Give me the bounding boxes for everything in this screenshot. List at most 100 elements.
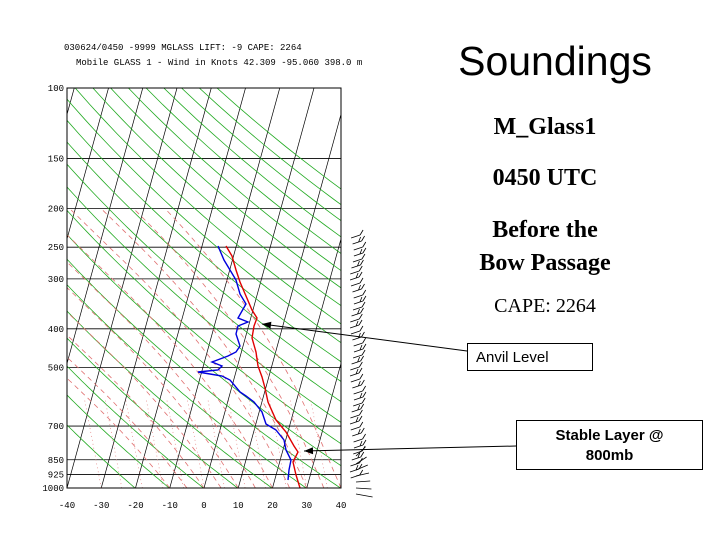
event-line1: Before the <box>492 217 598 243</box>
pressure-tick-label: 500 <box>48 364 64 374</box>
dry-adiabat-line <box>67 163 341 403</box>
moist-adiabat-line <box>67 234 273 488</box>
wind-barb <box>353 289 367 299</box>
page-title: Soundings <box>458 38 652 84</box>
temperature-tick-label: -10 <box>162 501 178 511</box>
sounding-profiles <box>197 245 301 488</box>
stable-layer-line2: 800mb <box>585 447 634 464</box>
temperature-tick-label: 20 <box>267 501 278 511</box>
stable-layer-line1: Stable Layer @ <box>555 427 664 444</box>
pressure-tick-label: 925 <box>48 470 64 480</box>
temperature-tick-label: 0 <box>201 501 206 511</box>
wind-barb <box>355 480 371 483</box>
wind-barb <box>355 456 367 465</box>
wind-barb <box>352 427 365 437</box>
dry-adiabat-line <box>127 88 341 272</box>
dry-adiabat-line <box>67 186 341 423</box>
moist-adiabat-line <box>67 311 222 488</box>
wind-barb <box>350 277 364 287</box>
isotherm-line <box>0 88 6 488</box>
wind-barb <box>355 472 370 477</box>
wind-barb <box>349 319 363 329</box>
cape-value: CAPE: 2264 <box>494 295 596 317</box>
dry-adiabat-line <box>67 365 205 488</box>
wind-barb <box>353 433 366 443</box>
wind-barb <box>350 421 364 431</box>
isotherm-line <box>135 88 246 488</box>
sounding-header-line2: Mobile GLASS 1 - Wind in Knots 42.309 -9… <box>76 58 362 68</box>
event-description: Before the Bow Passage <box>440 214 650 280</box>
moist-adiabat-line <box>67 356 188 488</box>
wind-barb <box>349 415 363 425</box>
wind-barb <box>352 379 365 389</box>
wind-barb <box>352 283 365 293</box>
wind-barb <box>351 451 365 461</box>
wind-barb <box>350 409 363 419</box>
moist-adiabat-line <box>69 208 290 488</box>
dry-adiabat-line <box>67 141 341 382</box>
temperature-tick-label: 40 <box>336 501 347 511</box>
pressure-tick-label: 400 <box>48 325 64 335</box>
dry-adiabat-line <box>67 209 341 445</box>
moist-adiabat-line <box>67 287 239 488</box>
wind-barb <box>353 295 367 305</box>
pressure-tick-label: 300 <box>48 275 64 285</box>
pressure-tick-label: 1000 <box>42 484 64 494</box>
stable-layer-arrow <box>303 445 517 452</box>
wind-barb <box>353 391 367 401</box>
dry-adiabat-line <box>67 98 341 344</box>
wind-barb <box>350 313 363 323</box>
isotherm-line <box>203 88 315 488</box>
dry-adiabat-line <box>67 119 341 363</box>
wind-barb <box>351 355 364 365</box>
wind-barb <box>352 301 366 311</box>
moist-adiabat-line <box>67 334 205 488</box>
pressure-tick-label: 150 <box>48 154 64 164</box>
dry-adiabat-line <box>92 88 341 307</box>
dry-adiabat-line <box>74 88 341 325</box>
wind-barb <box>353 241 367 251</box>
wind-barb <box>355 464 368 471</box>
wind-barb <box>352 349 366 359</box>
pressure-tick-label: 850 <box>48 456 64 466</box>
isotherm-line <box>0 88 40 488</box>
temperature-tick-label: 30 <box>301 501 312 511</box>
dry-adiabat-line <box>67 394 170 488</box>
wind-barb <box>353 397 366 407</box>
wind-barb <box>349 367 363 377</box>
wind-barb <box>353 247 367 257</box>
dry-adiabat-line <box>67 258 341 488</box>
isotherm-line <box>67 88 109 241</box>
wind-barb <box>350 325 364 335</box>
dry-adiabat-line <box>67 337 239 488</box>
wind-barb <box>351 403 365 413</box>
pressure-tick-label: 100 <box>48 84 64 94</box>
dry-adiabat-line <box>67 424 136 488</box>
dry-adiabat-line <box>145 88 341 254</box>
wind-barb <box>351 307 364 317</box>
isotherm-line <box>67 88 144 365</box>
temperature-tick-label: -20 <box>127 501 143 511</box>
wind-barb <box>349 271 363 281</box>
moist-adiabat-line <box>133 208 325 488</box>
wind-barb <box>350 373 364 383</box>
pressure-tick-label: 700 <box>48 422 64 432</box>
moist-adiabat-line <box>100 208 308 488</box>
wind-barb <box>355 446 366 457</box>
sounding-header-line1: 030624/0450 -9999 MGLASS LIFT: -9 CAPE: … <box>64 43 302 53</box>
isotherm-line <box>306 362 341 488</box>
isotherm-line <box>100 88 212 488</box>
station-name: M_Glass1 <box>493 114 597 140</box>
temperature-trace <box>225 245 301 488</box>
dry-adiabat-line <box>67 233 341 467</box>
wind-barb <box>352 253 366 263</box>
pressure-tick-label: 250 <box>48 243 64 253</box>
wind-barb <box>355 493 373 498</box>
dewpoint-trace <box>197 245 292 481</box>
moist-adiabat-line <box>67 377 171 488</box>
moist-adiabat-line <box>67 261 256 488</box>
anvil-level-callout: Anvil Level <box>467 343 593 371</box>
temperature-tick-label: -40 <box>59 501 75 511</box>
